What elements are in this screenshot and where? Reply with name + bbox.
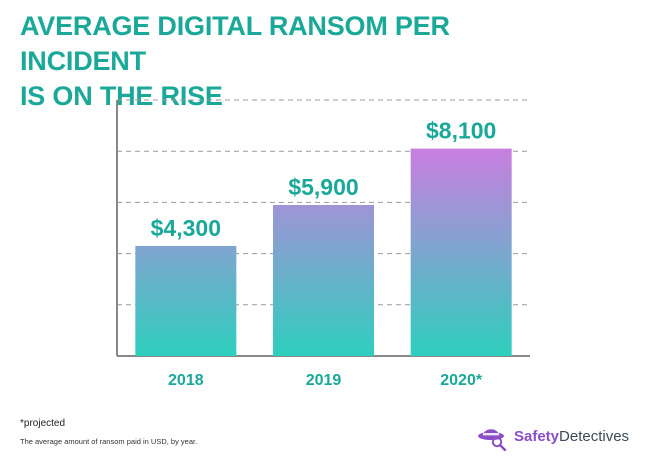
- bar-value-label: $5,900: [288, 174, 358, 200]
- brand-name: SafetyDetectives: [514, 428, 629, 445]
- title-line-2: IS ON THE RISE: [20, 81, 223, 111]
- chart-title: AVERAGE DIGITAL RANSOM PER INCIDENT IS O…: [20, 9, 580, 114]
- x-tick-label: 2019: [306, 372, 342, 389]
- bar-value-label: $4,300: [151, 215, 221, 241]
- x-tick-label: 2018: [168, 372, 204, 389]
- brand-logo: SafetyDetectives: [478, 420, 629, 452]
- bar-value-label: $8,100: [426, 118, 496, 144]
- bar-2019: [273, 204, 374, 356]
- brand-name-part2: Detectives: [559, 427, 630, 445]
- caption: The average amount of ransom paid in USD…: [20, 437, 198, 446]
- x-tick-label: 2020*: [440, 372, 483, 389]
- title-line-1: AVERAGE DIGITAL RANSOM PER INCIDENT: [20, 11, 450, 76]
- bars: [135, 148, 512, 356]
- bar-2020: [410, 148, 512, 356]
- brand-name-part1: Safety: [514, 427, 560, 445]
- footnote: *projected: [20, 418, 66, 429]
- labels: $4,300 2018 $5,900 2019 $8,100 2020*: [151, 118, 497, 389]
- bar-2018: [135, 245, 237, 356]
- detective-hat-icon: [478, 429, 507, 451]
